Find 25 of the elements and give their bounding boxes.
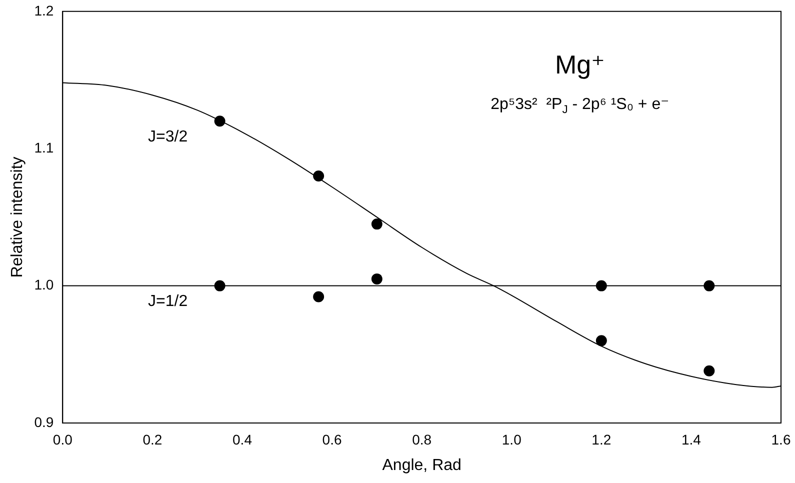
x-tick-label: 0.6 <box>322 431 342 448</box>
point <box>371 273 382 284</box>
y-axis-title: Relative intensity <box>9 156 26 278</box>
y-tick-label: 1.0 <box>34 276 54 293</box>
x-tick-label: 1.2 <box>592 431 612 448</box>
series-label: J=3/2 <box>148 128 188 146</box>
x-tick-label: 0.0 <box>52 431 73 448</box>
point <box>313 291 324 302</box>
y-tick-label: 1.1 <box>34 139 54 156</box>
x-tick-label: 1.0 <box>502 431 522 448</box>
x-tick-label: 0.2 <box>142 431 162 448</box>
y-tick-label: 0.9 <box>34 414 54 430</box>
annotation: Mg⁺ <box>554 50 605 80</box>
y-tick-label: 1.2 <box>34 2 54 18</box>
point <box>214 116 226 127</box>
point <box>596 335 607 346</box>
x-axis-title: Angle, Rad <box>382 456 462 474</box>
x-tick-label: 1.6 <box>771 431 791 448</box>
point <box>313 170 324 182</box>
x-tick-label: 1.4 <box>681 431 702 448</box>
point <box>704 365 715 376</box>
x-tick-label: 0.4 <box>232 431 252 448</box>
point <box>371 218 382 230</box>
x-tick-label: 0.8 <box>412 431 432 448</box>
series-label: J=1/2 <box>148 293 188 310</box>
